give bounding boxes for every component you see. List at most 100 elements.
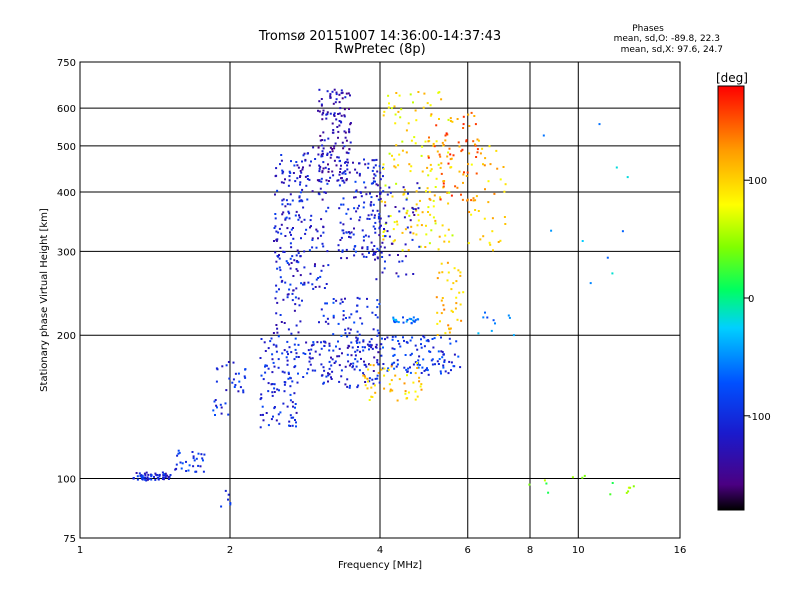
- data-point: [267, 424, 270, 427]
- data-point: [354, 168, 357, 171]
- data-point: [407, 391, 410, 394]
- data-point: [437, 363, 440, 365]
- data-point: [279, 276, 282, 279]
- data-point: [299, 181, 302, 184]
- data-point: [390, 107, 393, 110]
- data-point: [135, 472, 138, 474]
- data-point: [303, 152, 306, 155]
- data-point: [343, 130, 346, 133]
- data-point: [412, 101, 414, 104]
- data-point: [316, 230, 319, 233]
- data-point: [319, 275, 322, 278]
- data-point: [259, 357, 262, 359]
- data-point: [410, 225, 413, 228]
- data-point: [401, 231, 404, 234]
- data-point: [424, 246, 427, 248]
- data-point: [334, 142, 337, 145]
- data-point: [419, 385, 422, 388]
- data-point: [290, 160, 292, 163]
- data-point: [410, 322, 413, 325]
- data-point: [387, 94, 390, 97]
- phases-mean-o: mean, sd,O: -89.8, 22.3: [614, 34, 720, 44]
- data-point: [289, 283, 292, 286]
- data-point: [229, 503, 232, 506]
- data-point: [168, 475, 171, 478]
- data-point: [199, 465, 202, 468]
- data-point: [157, 478, 160, 481]
- data-point: [379, 245, 382, 248]
- data-point: [324, 191, 327, 194]
- data-point: [376, 361, 379, 364]
- data-point: [353, 207, 356, 210]
- data-point: [388, 235, 391, 238]
- data-point: [374, 231, 377, 234]
- data-point: [410, 165, 413, 168]
- data-point: [393, 319, 395, 322]
- data-point: [327, 322, 330, 325]
- data-point: [402, 321, 405, 324]
- data-point: [312, 343, 315, 346]
- data-point: [347, 161, 349, 164]
- data-point: [402, 316, 404, 319]
- data-point: [291, 380, 294, 383]
- data-point: [322, 340, 325, 343]
- data-point: [144, 476, 147, 479]
- data-point: [409, 170, 412, 173]
- data-point: [423, 92, 426, 95]
- data-point: [458, 145, 461, 148]
- data-point: [356, 360, 359, 363]
- data-point: [295, 260, 298, 263]
- data-point: [164, 476, 167, 479]
- data-point: [262, 378, 265, 381]
- data-point: [357, 346, 359, 348]
- data-point: [220, 505, 223, 508]
- data-point: [395, 182, 398, 185]
- data-point: [626, 176, 629, 179]
- data-point: [323, 369, 326, 372]
- data-point: [411, 336, 414, 339]
- data-point: [387, 215, 390, 218]
- data-point: [322, 245, 325, 248]
- data-point: [308, 360, 311, 363]
- data-point: [374, 258, 376, 261]
- data-point: [312, 146, 315, 149]
- data-point: [358, 174, 361, 177]
- data-point: [297, 331, 300, 334]
- data-point: [369, 192, 371, 195]
- data-point: [224, 489, 227, 492]
- data-point: [394, 122, 397, 125]
- data-point: [433, 337, 436, 340]
- data-point: [404, 243, 407, 246]
- data-point: [366, 305, 369, 308]
- x-tick-label: 16: [674, 545, 687, 556]
- data-point: [356, 337, 359, 340]
- data-point: [356, 386, 359, 389]
- data-point: [468, 211, 471, 213]
- data-point: [286, 293, 289, 296]
- data-point: [275, 350, 278, 353]
- data-point: [462, 291, 465, 294]
- data-point: [447, 372, 450, 375]
- data-point: [384, 235, 387, 238]
- data-point: [329, 112, 332, 115]
- data-point: [528, 483, 531, 486]
- data-point: [476, 148, 479, 151]
- data-point: [259, 398, 262, 401]
- data-point: [146, 476, 149, 479]
- data-point: [581, 476, 584, 479]
- data-point: [288, 288, 291, 291]
- data-point: [381, 241, 384, 244]
- data-point: [379, 197, 382, 200]
- data-point: [308, 249, 311, 252]
- data-point: [144, 474, 147, 476]
- data-point: [280, 232, 283, 235]
- data-point: [215, 380, 218, 383]
- data-point: [490, 329, 493, 332]
- data-point: [338, 160, 341, 163]
- data-point: [325, 117, 328, 120]
- data-point: [376, 359, 379, 362]
- data-point: [407, 192, 409, 195]
- data-point: [337, 244, 340, 247]
- data-point: [225, 364, 228, 367]
- data-point: [320, 103, 323, 106]
